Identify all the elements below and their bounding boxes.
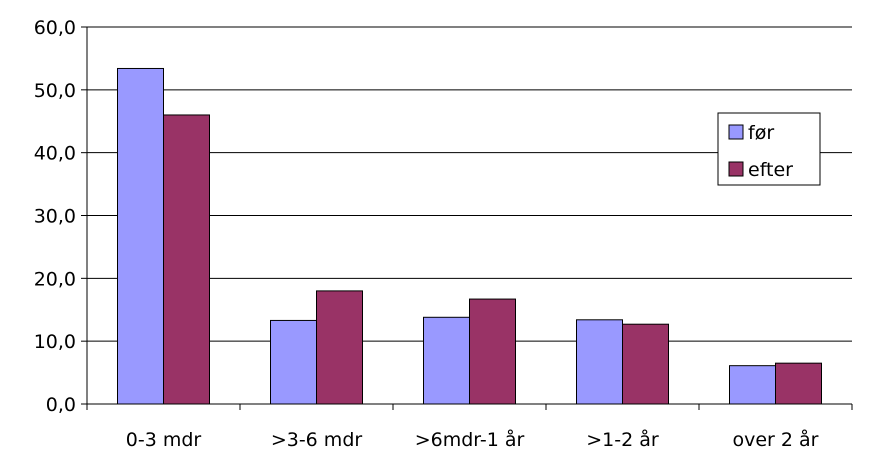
y-tick-label: 60,0: [34, 17, 76, 39]
y-tick-label: 30,0: [34, 206, 76, 228]
x-tick-labels: 0-3 mdr >3-6 mdr >6mdr-1 år >1-2 år over 2 å…: [126, 428, 819, 449]
x-tick-label: over 2 år: [733, 428, 819, 449]
y-tick-label: 50,0: [34, 80, 76, 102]
x-tick-label: >1-2 år: [586, 428, 659, 449]
y-tick-label: 10,0: [34, 331, 76, 353]
bar-for: [423, 316, 470, 405]
legend-swatch-efter: [728, 161, 744, 177]
bar-efter: [622, 323, 669, 405]
bar-for: [270, 319, 317, 405]
x-tick-label: 0-3 mdr: [126, 429, 202, 449]
x-tick-label: >3-6 mdr: [271, 429, 363, 449]
bar-for: [117, 67, 164, 405]
y-tick-label: 40,0: [34, 143, 76, 165]
legend-label-for: før: [748, 122, 774, 144]
bar-efter: [775, 362, 822, 405]
legend-swatch-for: [728, 124, 744, 140]
bar-efter: [469, 298, 516, 405]
bars: [117, 67, 822, 405]
bar-efter: [316, 290, 363, 405]
legend-label-efter: efter: [748, 159, 793, 181]
gridlines: [87, 26, 852, 342]
legend: før efter: [717, 112, 821, 186]
bar-for: [729, 365, 776, 405]
y-tick-label: 0,0: [46, 394, 76, 416]
y-tick-labels: 0,0 10,0 20,0 30,0 40,0 50,0 60,0: [34, 17, 76, 416]
y-tick-label: 20,0: [34, 268, 76, 290]
bar-efter: [163, 114, 210, 405]
bar-for: [576, 319, 623, 405]
axes: [81, 26, 853, 410]
x-tick-label: >6mdr-1 år: [415, 428, 525, 449]
